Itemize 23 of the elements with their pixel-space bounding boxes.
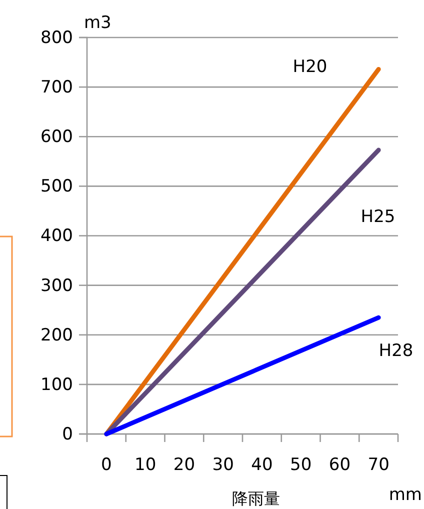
y-tick-label: 300 <box>40 276 73 296</box>
y-tick-label: 200 <box>40 325 73 346</box>
x-tick-label: 70 <box>368 455 390 476</box>
series-label: H25 <box>360 207 396 227</box>
y-tick-label: 800 <box>40 28 73 48</box>
x-tick-label: 10 <box>134 455 156 476</box>
series-label: H28 <box>378 341 414 361</box>
x-tick-label: 0 <box>101 455 112 476</box>
y-tick-label: 100 <box>40 374 73 395</box>
x-axis-title: 降雨量 <box>232 489 280 508</box>
x-tick-label: 40 <box>251 455 273 476</box>
x-tick-label: 20 <box>173 455 196 476</box>
y-tick-label: 600 <box>40 127 73 148</box>
y-tick-label: 500 <box>40 176 73 197</box>
y-tick-label: 0 <box>62 424 73 444</box>
x-tick-label: 30 <box>212 455 234 476</box>
y-tick-label: 700 <box>40 78 73 98</box>
y-tick-label: 400 <box>40 226 73 246</box>
x-tick-label: 50 <box>290 455 312 476</box>
x-tick-label: 60 <box>328 455 351 476</box>
y-axis-title: m3 <box>84 13 112 33</box>
text: mm <box>388 485 422 505</box>
text: H20 <box>292 57 328 77</box>
